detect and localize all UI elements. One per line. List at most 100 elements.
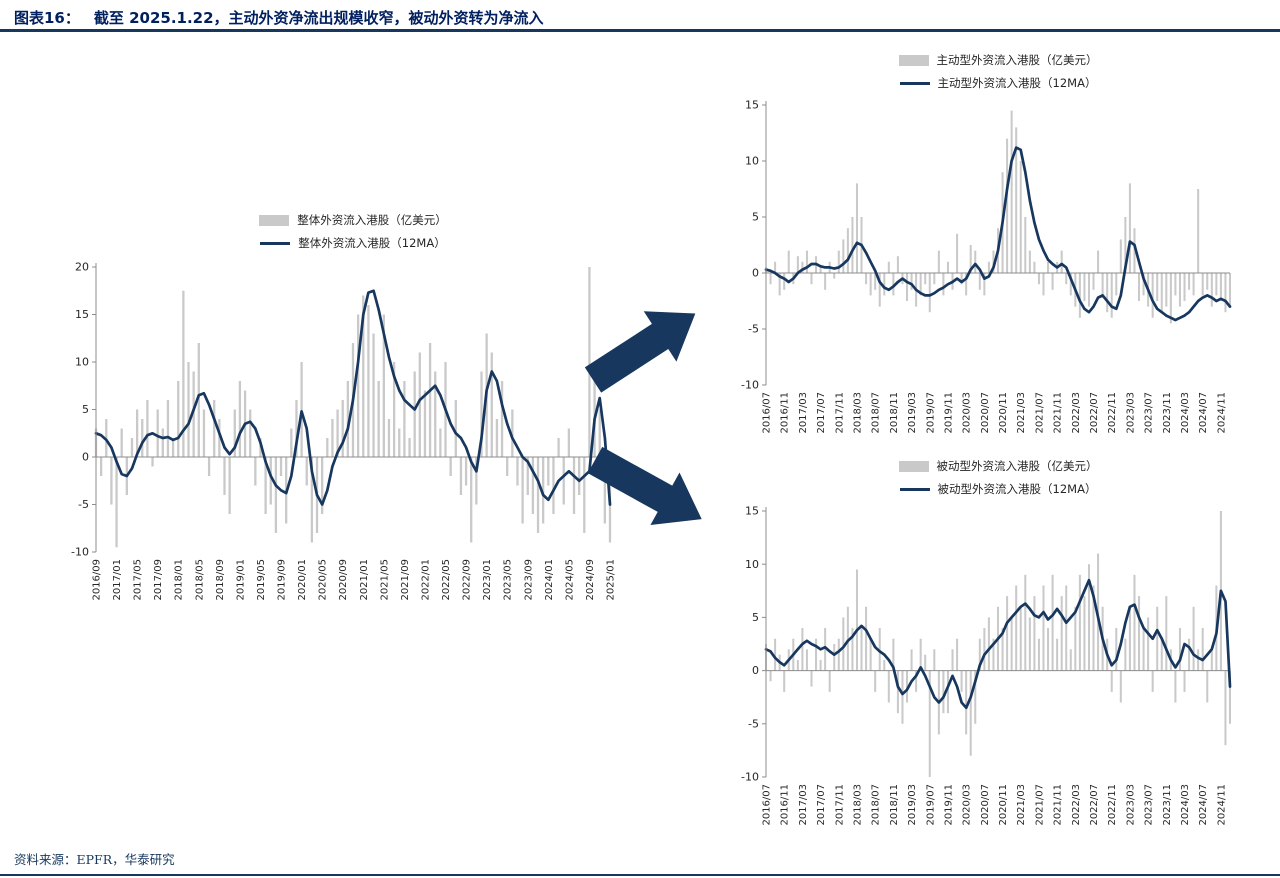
overall-legend: 整体外资流入港股（亿美元） 整体外资流入港股（12MA）: [96, 212, 610, 251]
svg-text:-10: -10: [741, 771, 759, 784]
svg-text:2018/07: 2018/07: [871, 784, 882, 826]
legend-label: 被动型外资流入港股（亿美元）: [936, 459, 1098, 473]
svg-text:2017/07: 2017/07: [816, 784, 827, 826]
svg-text:-10: -10: [71, 546, 89, 559]
legend-row-bars: 整体外资流入港股（亿美元）: [259, 212, 447, 228]
svg-text:15: 15: [75, 308, 89, 321]
arrows-overlay: [585, 311, 702, 526]
svg-text:2023/11: 2023/11: [1162, 392, 1173, 434]
svg-text:2021/03: 2021/03: [1016, 784, 1027, 826]
svg-text:2024/11: 2024/11: [1216, 392, 1227, 434]
svg-text:2023/11: 2023/11: [1162, 784, 1173, 826]
legend-label: 主动型外资流入港股（亿美元）: [936, 53, 1098, 67]
bar-swatch-icon: [898, 460, 929, 472]
svg-text:2022/03: 2022/03: [1071, 392, 1082, 434]
svg-text:2020/11: 2020/11: [998, 784, 1009, 826]
svg-text:15: 15: [745, 99, 759, 112]
svg-text:2019/03: 2019/03: [907, 784, 918, 826]
svg-text:2019/05: 2019/05: [256, 559, 267, 601]
svg-text:2021/11: 2021/11: [1053, 392, 1064, 434]
svg-text:2020/01: 2020/01: [297, 559, 308, 601]
svg-text:2021/03: 2021/03: [1016, 392, 1027, 434]
arrow-down-right-icon: [587, 446, 702, 526]
legend-row-ma: 被动型外资流入港股（12MA）: [899, 481, 1096, 497]
svg-text:2019/11: 2019/11: [944, 392, 955, 434]
svg-text:2023/01: 2023/01: [482, 559, 493, 601]
svg-text:2024/03: 2024/03: [1180, 784, 1191, 826]
svg-text:2016/11: 2016/11: [780, 784, 791, 826]
legend-label: 主动型外资流入港股（12MA）: [937, 76, 1097, 90]
svg-text:-5: -5: [748, 323, 759, 336]
svg-text:15: 15: [745, 505, 759, 518]
active-flow-chart: 主动型外资流入港股（亿美元） 主动型外资流入港股（12MA） 15 10 5 0 -5 -…: [718, 52, 1243, 485]
svg-text:5: 5: [752, 611, 759, 624]
svg-text:2016/09: 2016/09: [92, 559, 103, 601]
svg-text:2024/07: 2024/07: [1198, 392, 1209, 434]
svg-text:20: 20: [75, 261, 89, 274]
source-note: 资料来源：EPFR，华泰研究: [14, 852, 175, 867]
svg-text:2022/11: 2022/11: [1107, 392, 1118, 434]
svg-text:2020/07: 2020/07: [980, 784, 991, 826]
svg-text:2017/01: 2017/01: [112, 559, 123, 601]
svg-text:2016/07: 2016/07: [762, 784, 773, 826]
svg-text:2021/09: 2021/09: [400, 559, 411, 601]
svg-text:2017/07: 2017/07: [816, 392, 827, 434]
svg-text:2020/05: 2020/05: [318, 559, 329, 601]
svg-text:2019/07: 2019/07: [925, 784, 936, 826]
figure-title: 图表16： 截至 2025.1.22，主动外资净流出规模收窄，被动外资转为净流入: [14, 7, 544, 28]
svg-text:2021/07: 2021/07: [1034, 392, 1045, 434]
svg-text:2019/11: 2019/11: [944, 784, 955, 826]
svg-text:2019/03: 2019/03: [907, 392, 918, 434]
legend-row-bars: 被动型外资流入港股（亿美元）: [898, 458, 1098, 474]
svg-text:2023/03: 2023/03: [1125, 784, 1136, 826]
svg-text:2022/07: 2022/07: [1089, 392, 1100, 434]
legend-row-ma: 主动型外资流入港股（12MA）: [899, 75, 1097, 91]
line-swatch-icon: [899, 81, 930, 85]
svg-text:2018/05: 2018/05: [194, 559, 205, 601]
svg-text:2023/05: 2023/05: [503, 559, 514, 601]
bar-swatch-icon: [898, 54, 929, 66]
svg-text:10: 10: [745, 155, 759, 168]
svg-text:2017/03: 2017/03: [798, 392, 809, 434]
svg-text:2017/03: 2017/03: [798, 784, 809, 826]
svg-text:2022/05: 2022/05: [441, 559, 452, 601]
svg-text:2024/07: 2024/07: [1198, 784, 1209, 826]
arrow-up-right-icon: [585, 311, 696, 393]
svg-text:10: 10: [75, 356, 89, 369]
svg-text:2020/03: 2020/03: [962, 784, 973, 826]
svg-text:2024/03: 2024/03: [1180, 392, 1191, 434]
svg-text:2018/01: 2018/01: [174, 559, 185, 601]
svg-text:2020/11: 2020/11: [998, 392, 1009, 434]
svg-text:2017/11: 2017/11: [834, 784, 845, 826]
svg-text:-5: -5: [748, 717, 759, 730]
svg-text:0: 0: [82, 451, 89, 464]
bar-swatch-icon: [259, 214, 290, 226]
svg-text:2018/11: 2018/11: [889, 784, 900, 826]
svg-text:2022/07: 2022/07: [1089, 784, 1100, 826]
svg-text:2017/11: 2017/11: [834, 392, 845, 434]
legend-label: 整体外资流入港股（亿美元）: [297, 213, 447, 227]
svg-text:2020/07: 2020/07: [980, 392, 991, 434]
svg-text:2021/11: 2021/11: [1053, 784, 1064, 826]
svg-text:2024/05: 2024/05: [564, 559, 575, 601]
svg-text:2018/09: 2018/09: [215, 559, 226, 601]
svg-text:2021/05: 2021/05: [379, 559, 390, 601]
svg-text:2017/09: 2017/09: [153, 559, 164, 601]
svg-text:2025/01: 2025/01: [606, 559, 617, 601]
svg-text:-5: -5: [78, 498, 89, 511]
svg-text:2018/07: 2018/07: [871, 392, 882, 434]
svg-text:0: 0: [752, 267, 759, 280]
svg-text:2016/07: 2016/07: [762, 392, 773, 434]
svg-text:2022/09: 2022/09: [462, 559, 473, 601]
svg-text:2019/09: 2019/09: [277, 559, 288, 601]
svg-text:2023/07: 2023/07: [1144, 784, 1155, 826]
svg-text:2022/01: 2022/01: [421, 559, 432, 601]
svg-text:2018/11: 2018/11: [889, 392, 900, 434]
svg-text:2024/09: 2024/09: [585, 559, 596, 601]
figure-number: 图表16：: [14, 9, 80, 27]
svg-text:2023/09: 2023/09: [523, 559, 534, 601]
passive-flow-chart: 被动型外资流入港股（亿美元） 被动型外资流入港股（12MA） 15 10 5 0 -5 -…: [718, 458, 1243, 878]
